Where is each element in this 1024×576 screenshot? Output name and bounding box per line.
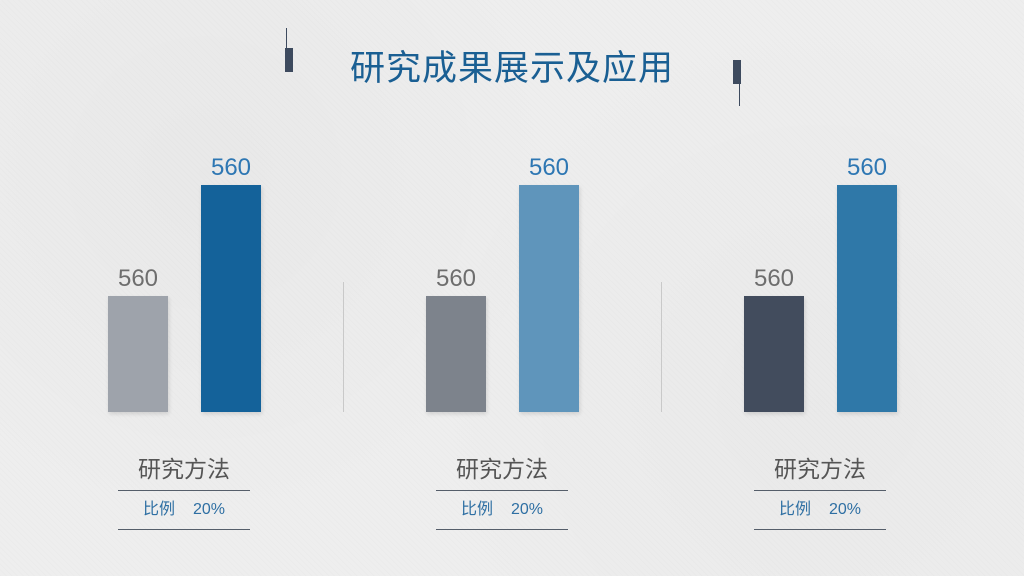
ratio-value: 20% (192, 501, 226, 518)
bar-1-data-label: 560 (753, 265, 795, 292)
caption-rule-top (118, 490, 250, 491)
bar-2-data-label: 560 (846, 154, 888, 181)
ratio-row: 比例 20% (436, 498, 568, 521)
ratio-label: 比例 (142, 499, 175, 518)
group-divider-1 (343, 282, 344, 412)
bar-2 (837, 185, 897, 412)
title-accent-block-left (285, 48, 293, 72)
ratio-label: 比例 (778, 499, 811, 518)
method-caption: 研究方法 (138, 457, 230, 483)
title-accent-block-right (733, 60, 741, 84)
caption-rule-top (754, 490, 886, 491)
ratio-label: 比例 (460, 499, 493, 518)
bar-2-data-label: 560 (528, 154, 570, 181)
caption-rule-bottom (754, 529, 886, 530)
bar-2-data-label: 560 (210, 154, 252, 181)
ratio-value: 20% (510, 501, 544, 518)
bar-1-data-label: 560 (435, 265, 477, 292)
bar-1 (744, 296, 804, 412)
bar-1-data-label: 560 (117, 265, 159, 292)
page-title: 研究成果展示及应用 (349, 49, 674, 89)
ratio-row: 比例 20% (754, 498, 886, 521)
bar-1 (426, 296, 486, 412)
ratio-row: 比例 20% (118, 498, 250, 521)
caption-rule-top (436, 490, 568, 491)
bar-1 (108, 296, 168, 412)
bar-2 (519, 185, 579, 412)
chart-group-1: 560 560 研究方法 比例 20% (0, 0, 300, 576)
group-divider-2 (661, 282, 662, 412)
method-caption: 研究方法 (456, 457, 548, 483)
caption-rule-bottom (118, 529, 250, 530)
bar-2 (201, 185, 261, 412)
chart-group-3: 560 560 研究方法 比例 20% (636, 0, 936, 576)
ratio-value: 20% (828, 501, 862, 518)
method-caption: 研究方法 (774, 457, 866, 483)
chart-group-2: 560 560 研究方法 比例 20% (318, 0, 618, 576)
caption-rule-bottom (436, 529, 568, 530)
